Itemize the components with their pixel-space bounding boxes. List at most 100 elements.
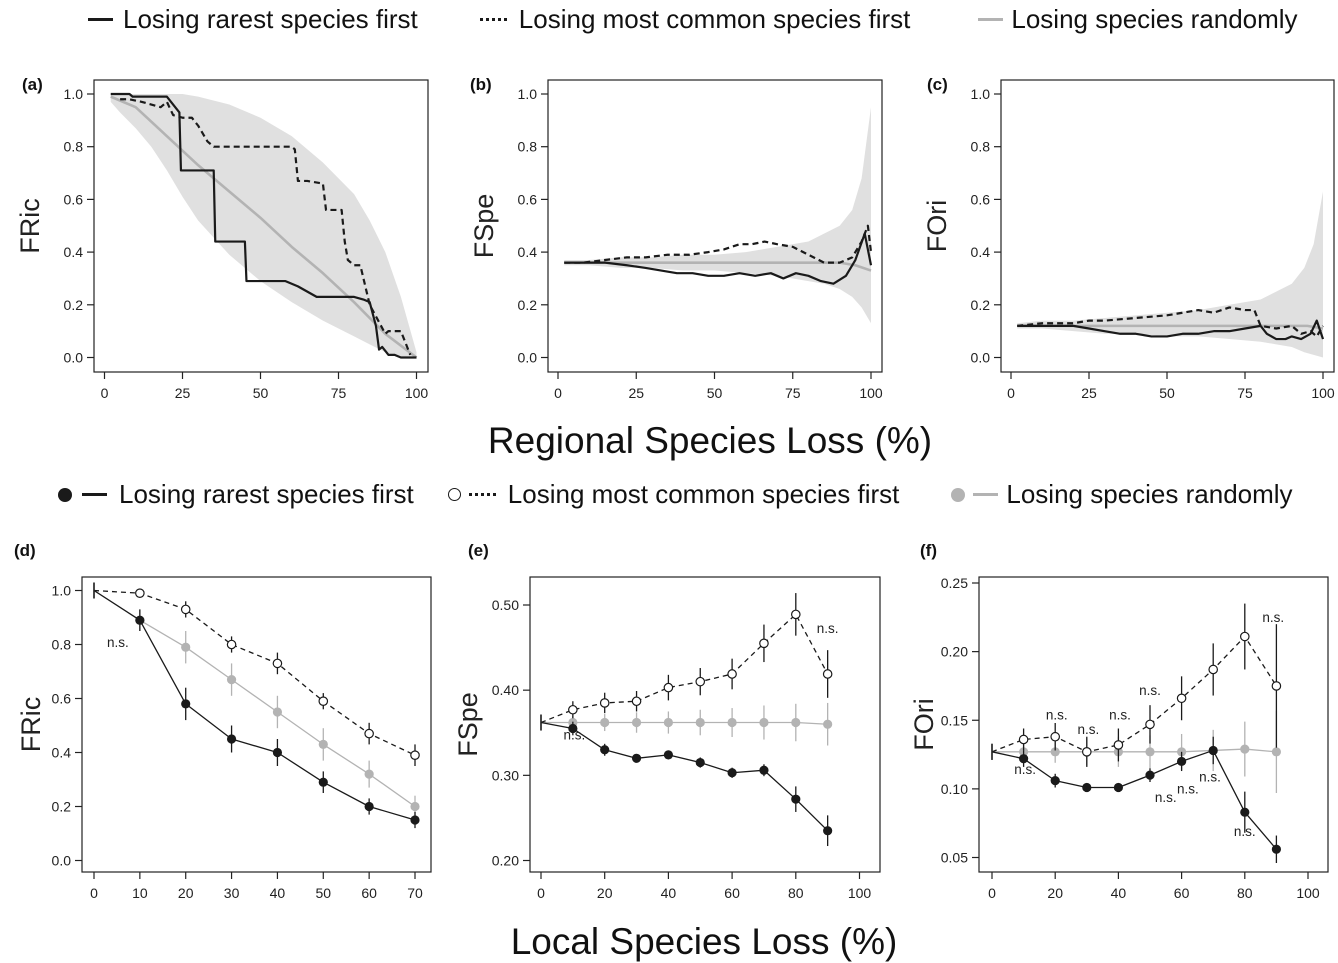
ns-annotation: n.s. xyxy=(1139,683,1161,698)
data-point-rarest xyxy=(226,734,237,744)
panel-label: (b) xyxy=(470,75,492,94)
data-point-random xyxy=(181,642,191,652)
ns-annotation: n.s. xyxy=(1109,708,1131,723)
series-line-random xyxy=(1017,324,1324,330)
local-xlabel: Local Species Loss (%) xyxy=(510,921,898,962)
x-tick-label: 100 xyxy=(1311,385,1335,401)
ns-annotation: n.s. xyxy=(107,635,129,650)
x-tick-label: 100 xyxy=(848,885,872,901)
data-point-rarest xyxy=(663,750,674,760)
y-tick-label: 0.8 xyxy=(971,139,991,155)
y-tick-label: 0.8 xyxy=(64,139,84,155)
legend-gray-line-icon xyxy=(973,492,999,497)
ns-annotation: n.s. xyxy=(1155,790,1177,805)
x-tick-label: 0 xyxy=(554,385,562,401)
y-tick-label: 0.6 xyxy=(518,191,538,207)
data-point-common xyxy=(1271,681,1282,691)
y-tick-label: 0.25 xyxy=(941,575,968,591)
x-tick-label: 50 xyxy=(315,885,331,901)
data-point-random xyxy=(1240,744,1250,754)
y-axis-label: FSpe xyxy=(453,692,483,757)
x-tick-label: 75 xyxy=(1237,385,1253,401)
series-line-rarest xyxy=(1017,319,1325,341)
data-point-rarest xyxy=(727,768,737,778)
series-line-rarest xyxy=(991,749,1277,850)
data-point-common xyxy=(180,604,191,615)
plot-frame xyxy=(529,576,881,873)
data-point-common xyxy=(695,676,706,687)
data-point-rarest xyxy=(631,753,642,763)
legend-solid-line-icon xyxy=(82,492,107,497)
data-point-random xyxy=(364,769,374,779)
x-tick-label: 40 xyxy=(661,885,677,901)
data-point-random xyxy=(727,717,737,728)
y-tick-label: 0.40 xyxy=(492,682,519,698)
data-point-random xyxy=(600,717,610,728)
y-tick-label: 0.50 xyxy=(492,597,519,613)
data-point-common xyxy=(318,696,329,706)
x-tick-label: 25 xyxy=(175,385,191,401)
data-point-random xyxy=(410,801,420,812)
y-tick-label: 1.0 xyxy=(52,583,72,599)
y-axis-label: FSpe xyxy=(469,194,499,259)
y-tick-label: 0.0 xyxy=(52,853,72,869)
x-tick-label: 10 xyxy=(132,885,148,901)
legend-label-rarest: Losing rarest species first xyxy=(123,4,418,34)
x-tick-label: 20 xyxy=(1047,885,1063,901)
y-tick-label: 0.15 xyxy=(941,712,968,728)
data-point-rarest xyxy=(364,801,374,812)
data-point-rarest xyxy=(600,745,610,755)
y-tick-label: 0.2 xyxy=(971,297,991,313)
y-axis-label: FRic xyxy=(15,198,45,254)
data-point-rarest xyxy=(1145,770,1155,780)
legend-item-random: Losing species randomly xyxy=(978,4,1298,35)
y-tick-label: 0.2 xyxy=(518,297,538,313)
legend-item-rarest: Losing rarest species first xyxy=(88,4,418,35)
ns-annotation: n.s. xyxy=(1262,610,1284,625)
series-line-rarest xyxy=(110,92,417,359)
legend-label-random: Losing species randomly xyxy=(1011,4,1298,34)
y-tick-label: 1.0 xyxy=(64,86,84,102)
series-line-random xyxy=(110,95,418,359)
data-point-common xyxy=(135,588,145,598)
legend-item-random: Losing species randomly xyxy=(951,479,1293,510)
y-tick-label: 1.0 xyxy=(518,86,538,102)
data-point-random xyxy=(759,717,769,728)
legend-solid-line-icon xyxy=(88,17,113,22)
data-point-rarest xyxy=(1240,807,1250,817)
panel-label: (e) xyxy=(468,541,489,560)
data-point-rarest xyxy=(272,747,283,758)
data-point-random xyxy=(823,719,833,729)
y-tick-label: 0.0 xyxy=(64,350,84,366)
ns-annotation: n.s. xyxy=(1199,769,1221,784)
data-point-common xyxy=(1082,747,1092,757)
data-point-common xyxy=(1113,740,1124,750)
y-tick-label: 0.6 xyxy=(64,191,84,207)
data-point-random xyxy=(695,717,705,728)
data-point-rarest xyxy=(759,765,769,775)
ns-annotation: n.s. xyxy=(1077,722,1099,737)
x-tick-label: 60 xyxy=(361,885,377,901)
data-point-rarest xyxy=(791,794,801,804)
data-point-common xyxy=(599,698,610,708)
y-axis-label: FRic xyxy=(16,697,46,753)
y-axis-label: FOri xyxy=(909,698,939,750)
series-line-common xyxy=(120,98,412,356)
ns-annotation: n.s. xyxy=(1177,782,1199,797)
data-point-common xyxy=(568,704,578,715)
data-point-random xyxy=(1050,747,1060,757)
y-tick-label: 0.0 xyxy=(971,350,991,366)
data-point-random xyxy=(1145,747,1155,757)
panel-label: (d) xyxy=(14,541,36,560)
x-tick-label: 50 xyxy=(707,385,723,401)
data-point-common xyxy=(1018,734,1029,745)
x-tick-label: 30 xyxy=(224,885,240,901)
x-tick-label: 20 xyxy=(178,885,194,901)
x-tick-label: 100 xyxy=(1296,885,1320,901)
x-tick-label: 25 xyxy=(628,385,644,401)
ns-annotation: n.s. xyxy=(817,621,839,636)
series-line-common xyxy=(1017,306,1324,338)
data-point-rarest xyxy=(1271,844,1281,854)
data-point-random xyxy=(663,717,674,728)
data-point-common xyxy=(790,609,801,620)
